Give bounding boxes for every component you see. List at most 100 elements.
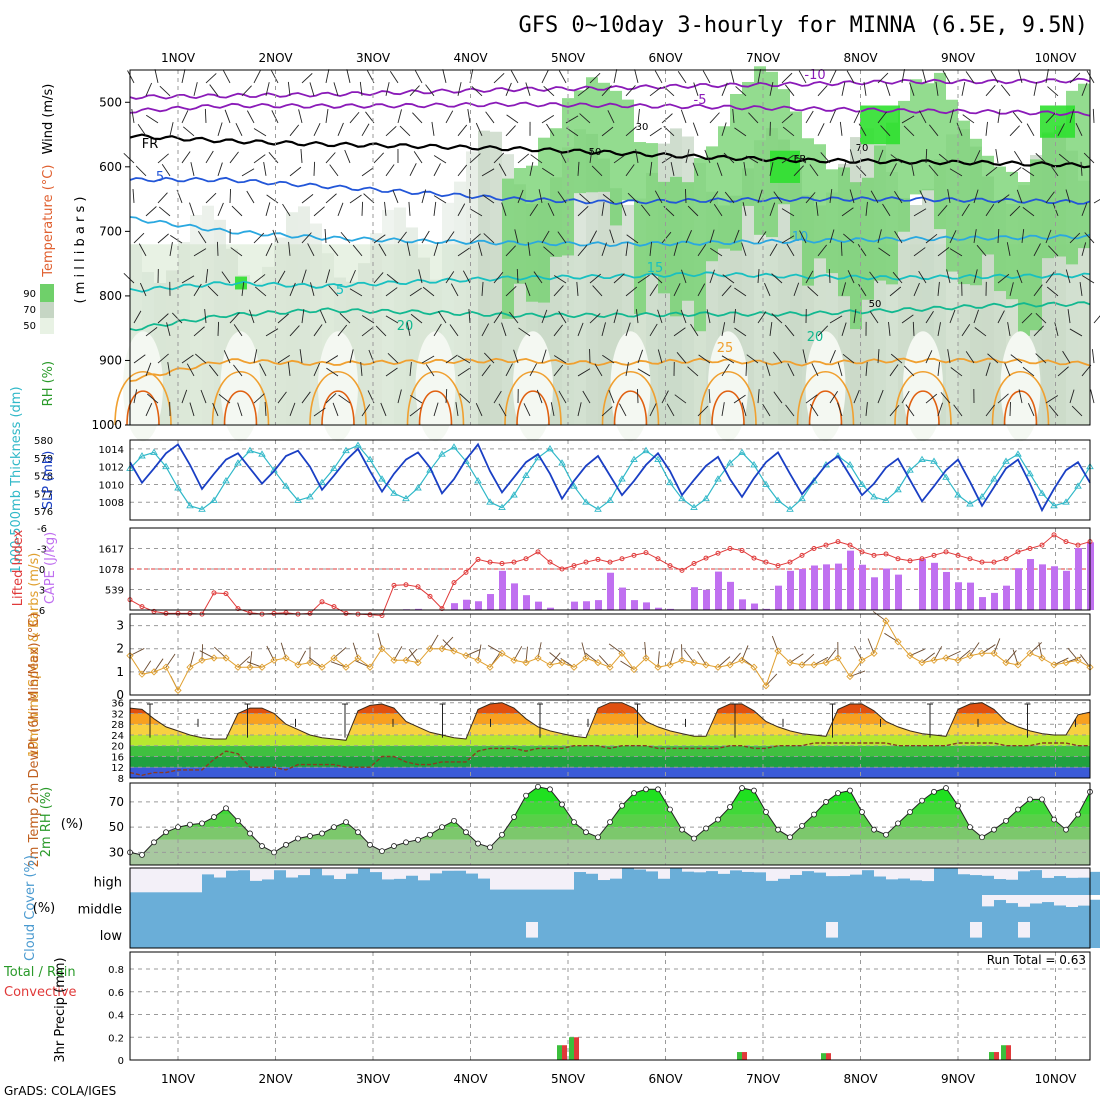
- wind-barb: [433, 163, 441, 177]
- wind-barb: [781, 154, 794, 164]
- cape-bar: [763, 608, 770, 610]
- isotherm-line: [129, 271, 1091, 293]
- cloud-row-label: low: [100, 929, 123, 944]
- wind-barb: [1045, 191, 1055, 204]
- wind-barb: [601, 242, 607, 257]
- thickness-point: [378, 475, 386, 482]
- wind-barb: [769, 162, 774, 176]
- rh-cell: [358, 263, 370, 425]
- day-label-top: 8NOV: [843, 51, 878, 65]
- cape-bar: [523, 595, 530, 610]
- cloud-low-cell: [190, 922, 202, 948]
- wind-barb: [785, 404, 795, 417]
- wind-barb: [481, 323, 490, 337]
- thickness-point: [366, 455, 374, 463]
- wind-barb: [973, 189, 979, 204]
- cloud-low-cell: [982, 922, 994, 948]
- cloud-low-cell: [406, 922, 418, 948]
- wind-barb: [237, 402, 243, 417]
- wind-barb: [310, 282, 315, 297]
- wind-barb-10m: [237, 656, 251, 668]
- wind-barb: [301, 309, 305, 324]
- wind-barb: [757, 69, 762, 83]
- rh2m-point: [235, 817, 241, 824]
- cloud-high-cell: [1066, 877, 1078, 895]
- panel-frame: [129, 699, 1091, 779]
- thickness-point: [894, 485, 902, 493]
- wind-barb: [757, 269, 760, 284]
- rh2m-point: [259, 843, 265, 849]
- cloud-mid-cell: [886, 895, 898, 922]
- rh-cell-moist: [826, 169, 838, 274]
- wind-barb: [1004, 362, 1011, 377]
- cloud-low-cell: [286, 922, 298, 948]
- wind-barb: [361, 404, 371, 417]
- cloud-mid-cell: [226, 895, 238, 922]
- wind-barb: [254, 286, 267, 297]
- wind-barb: [483, 233, 495, 244]
- wind-barb: [949, 248, 963, 257]
- rh2m-point: [151, 839, 157, 846]
- wind-barb: [1016, 269, 1023, 284]
- wind-barb: [947, 349, 951, 364]
- rh2m-point: [487, 844, 493, 851]
- precip-panel: 00.20.40.60.8: [108, 951, 1091, 1067]
- cape-tick-label: 1078: [99, 565, 124, 576]
- cloud-high-cell: [1030, 870, 1042, 895]
- wind-barb: [409, 407, 422, 417]
- wind-barb: [207, 285, 219, 297]
- rh-dry-column: [123, 331, 163, 442]
- wind-barb: [901, 314, 914, 324]
- cloud-low-cell: [922, 922, 934, 948]
- cloud-high-cell: [142, 892, 154, 895]
- li-point: [307, 610, 313, 616]
- li-tick-label: -3: [37, 545, 47, 556]
- wind-barb: [949, 109, 954, 124]
- wind-barb: [529, 363, 537, 377]
- rh-cell-moist: [586, 77, 598, 193]
- wind-barb: [577, 86, 590, 97]
- rh2m-tick-label: 70: [109, 795, 124, 809]
- wind-barb: [205, 269, 209, 284]
- cloud-mid-cell: [742, 895, 754, 922]
- cloud-high-cell: [214, 877, 226, 895]
- wind-barb: [965, 71, 975, 84]
- wind-barb: [169, 122, 174, 136]
- cloud-low-cell: [670, 922, 682, 948]
- wind-barb: [865, 361, 868, 376]
- wind-barb: [241, 281, 245, 296]
- cape-bar: [643, 602, 650, 610]
- wind-barb: [397, 231, 407, 244]
- wind10-point: [750, 663, 758, 671]
- cloud-mid-cell: [202, 895, 214, 922]
- rh2m-label: 2m RH (%): [39, 787, 54, 858]
- cloud-mid-cell: [1054, 905, 1066, 922]
- rh-cell-moist: [622, 99, 634, 201]
- wind-barb: [1035, 312, 1047, 324]
- wind-barb: [589, 230, 598, 244]
- wind-barb: [784, 324, 795, 337]
- wind-barb: [863, 81, 867, 96]
- cloud-high-cell: [934, 868, 946, 895]
- wind-barb: [880, 125, 891, 137]
- wind-barb: [732, 108, 735, 123]
- wind-barb: [654, 70, 663, 84]
- cloud-low-cell: [454, 922, 466, 948]
- wind-barb: [147, 393, 159, 404]
- cloud-low-cell: [430, 922, 442, 948]
- wind-barb: [1045, 395, 1059, 404]
- wind-barb: [676, 352, 687, 364]
- cloud-mid-cell: [682, 895, 694, 922]
- wind-barb: [550, 402, 555, 417]
- wind-barb: [154, 69, 159, 84]
- wind-barb: [1035, 353, 1047, 364]
- wind10-point: [906, 652, 914, 660]
- cloud-high-cell: [706, 871, 718, 895]
- wind-barb: [709, 112, 720, 124]
- cloud-low-cell: [178, 922, 190, 948]
- li-point: [679, 567, 685, 573]
- pressure-tick-label: 900: [99, 353, 122, 367]
- wind-barb: [619, 403, 627, 417]
- wind-barb: [204, 309, 207, 324]
- wind-barb: [666, 403, 675, 417]
